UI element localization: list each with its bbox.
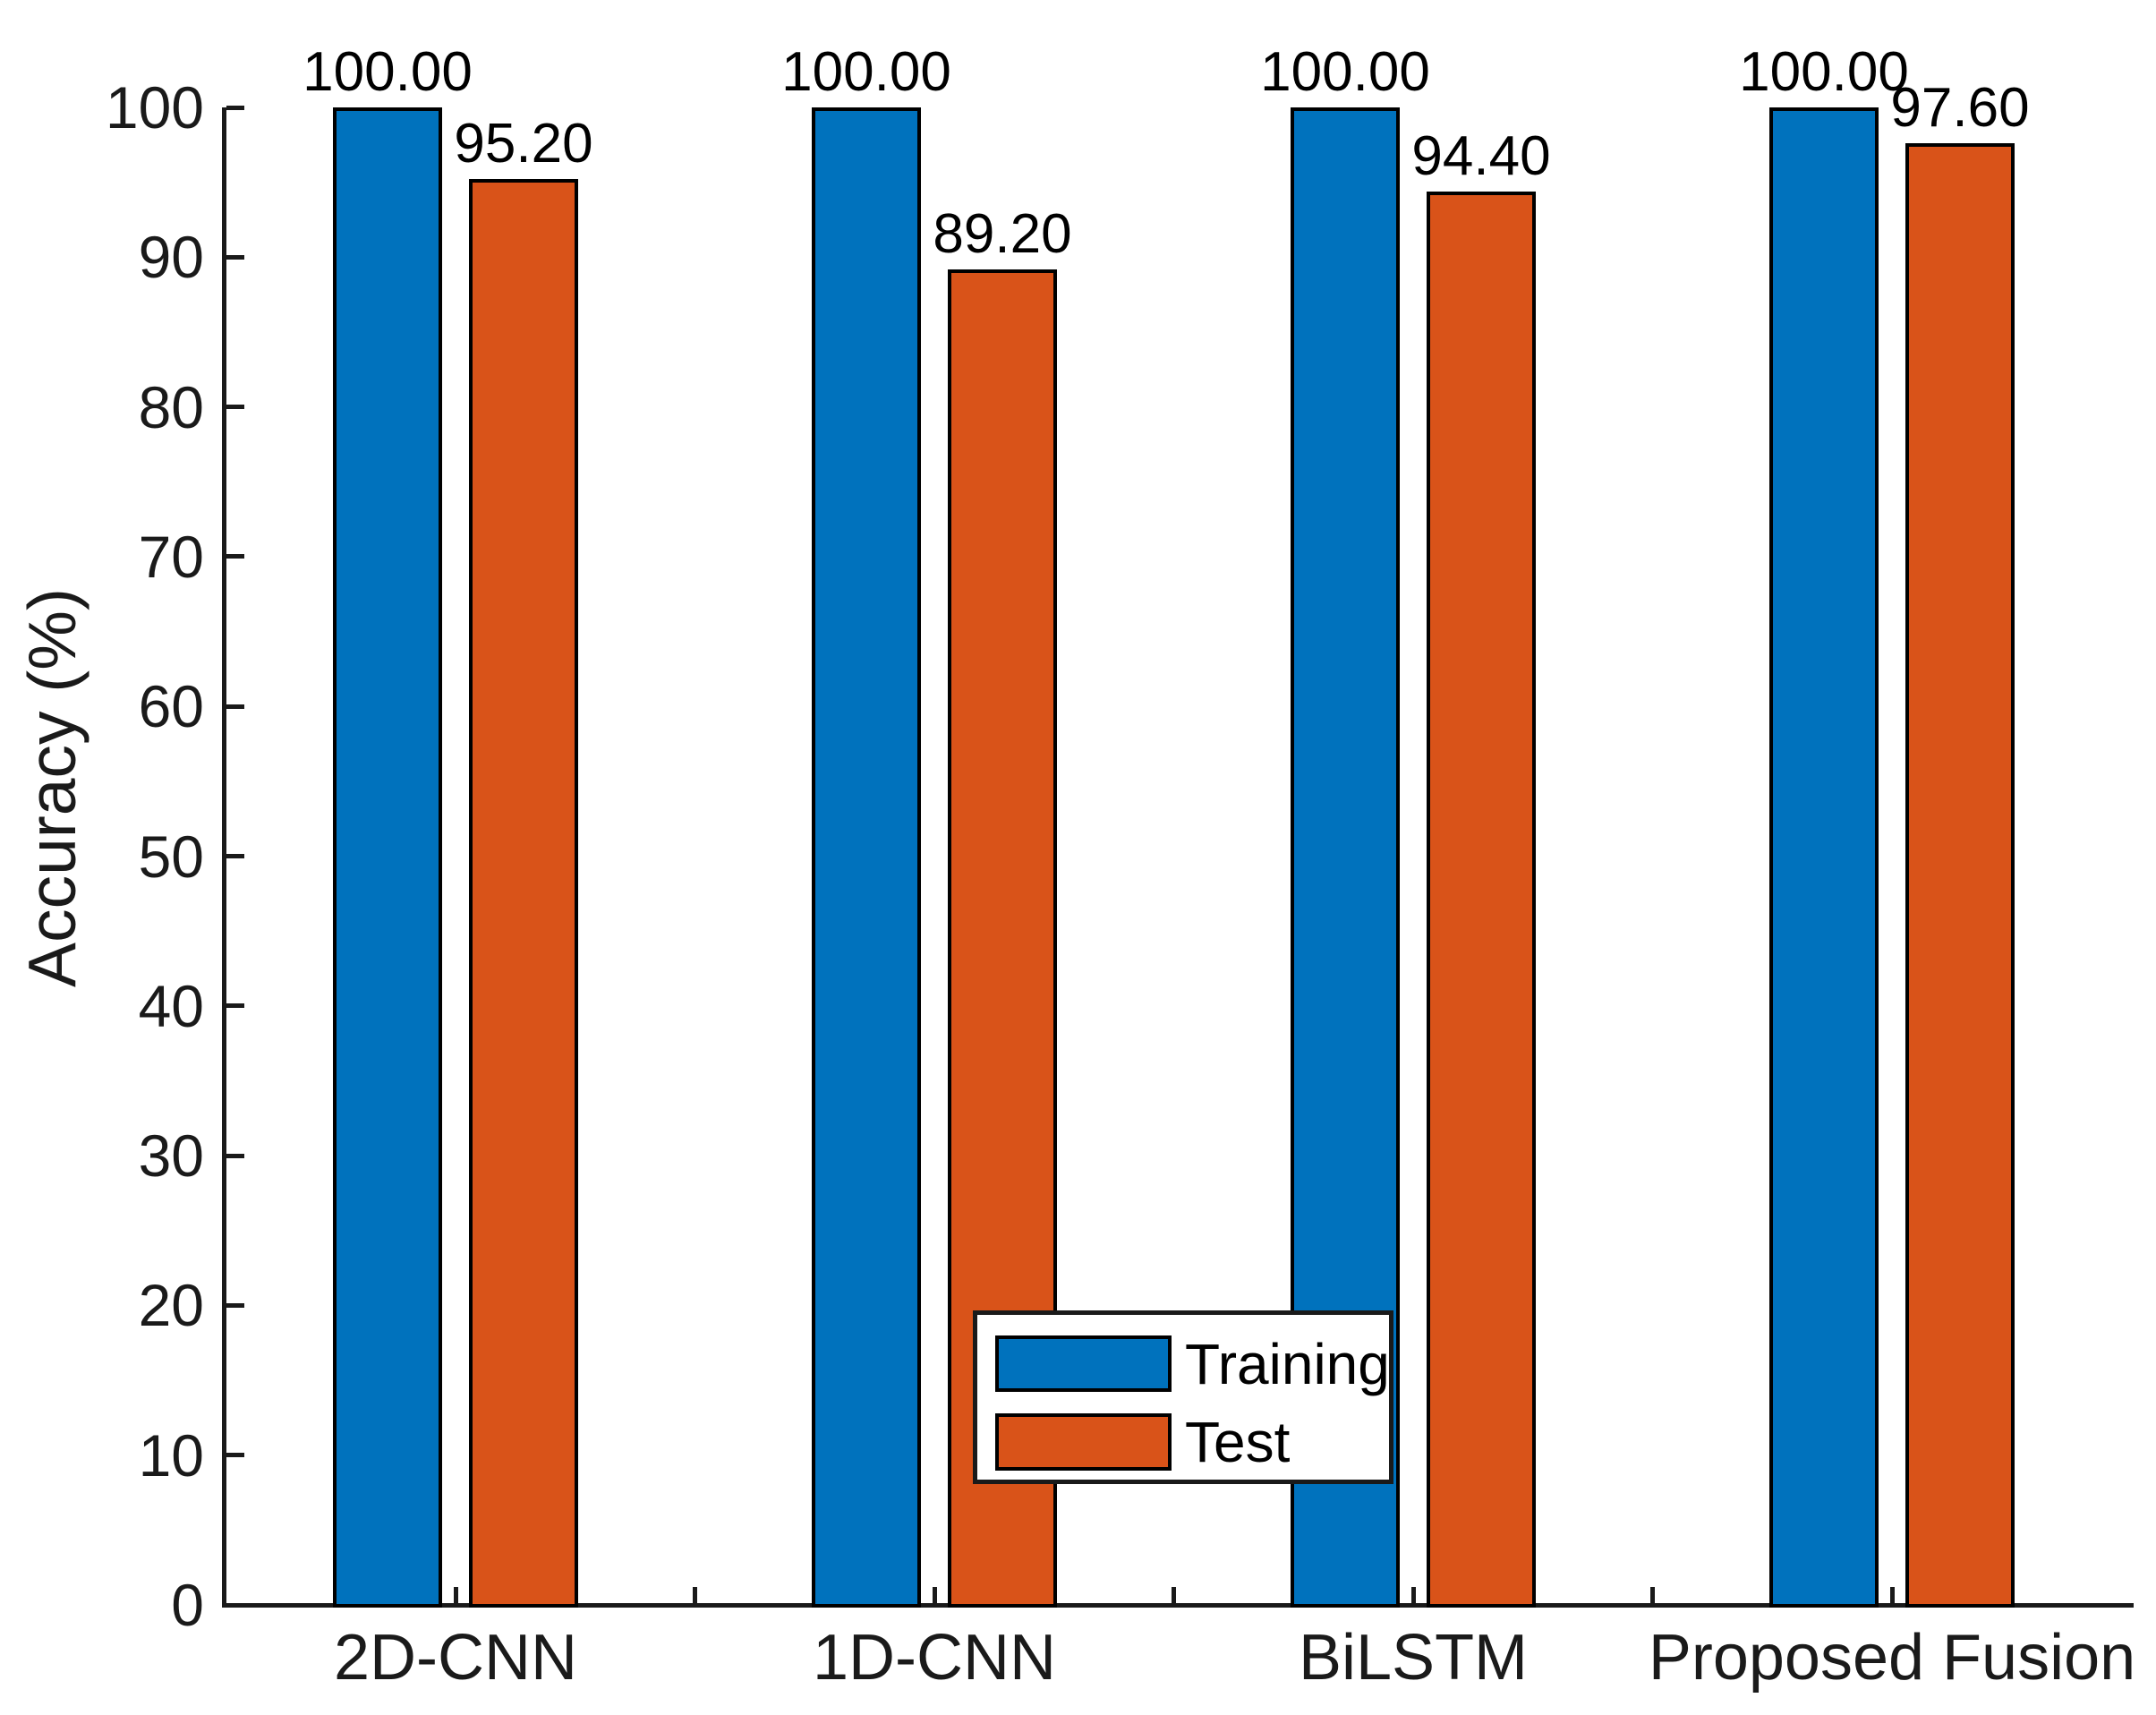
y-tick-50 [226,854,244,858]
y-tick-0 [226,1602,244,1608]
y-tick-label-70: 70 [138,523,204,590]
x-tick-1d-cnn [932,1587,937,1605]
x-minor-tick-3 [1650,1587,1655,1605]
y-tick-label-60: 60 [138,673,204,740]
legend-label-test: Test [1185,1410,1291,1474]
bar-training-1d-cnn [812,107,921,1608]
y-tick-10 [226,1453,244,1458]
y-tick-label-50: 50 [138,823,204,890]
bar-test-proposed-fusion [1905,143,2015,1608]
value-label-training-1d-cnn: 100.00 [781,41,951,103]
legend-swatch-test [995,1413,1172,1471]
bar-test-bilstm [1427,191,1536,1608]
y-axis-line [222,107,226,1608]
y-tick-60 [226,704,244,709]
y-axis-title: Accuracy (%) [14,588,89,987]
value-label-training-bilstm: 100.00 [1260,41,1430,103]
y-tick-70 [226,554,244,559]
y-tick-label-0: 0 [171,1572,204,1638]
value-label-training-proposed-fusion: 100.00 [1739,41,1909,103]
y-tick-label-40: 40 [138,972,204,1039]
x-tick-bilstm [1410,1587,1416,1605]
value-label-test-proposed-fusion: 97.60 [1890,77,2030,140]
x-tick-label-2d-cnn: 2D-CNN [333,1622,578,1694]
value-label-test-2d-cnn: 95.20 [454,113,593,175]
x-tick-2d-cnn [453,1587,458,1605]
y-tick-label-90: 90 [138,224,204,291]
y-tick-30 [226,1153,244,1158]
value-label-training-2d-cnn: 100.00 [303,41,473,103]
y-tick-90 [226,254,244,260]
x-tick-label-bilstm: BiLSTM [1298,1622,1529,1694]
x-tick-label-proposed-fusion: Proposed Fusion [1648,1622,2136,1694]
value-label-test-bilstm: 94.40 [1411,124,1551,187]
bar-training-proposed-fusion [1769,107,1879,1608]
legend-label-training: Training [1185,1331,1390,1396]
x-tick-label-1d-cnn: 1D-CNN [812,1622,1057,1694]
y-tick-label-30: 30 [138,1122,204,1190]
x-minor-tick-2 [1172,1587,1176,1605]
x-minor-tick-1 [693,1587,697,1605]
y-tick-label-80: 80 [138,373,204,440]
bar-training-2d-cnn [333,107,442,1608]
bar-test-2d-cnn [469,179,578,1608]
legend-swatch-training [995,1335,1172,1392]
y-tick-80 [226,405,244,410]
x-axis-line [222,1603,2134,1608]
value-label-test-1d-cnn: 89.20 [933,202,1072,265]
x-tick-proposed-fusion [1889,1587,1895,1605]
legend: Training Test [973,1310,1393,1484]
y-tick-20 [226,1302,244,1308]
y-tick-100 [226,105,244,110]
y-tick-label-20: 20 [138,1272,204,1339]
y-tick-label-100: 100 [105,74,204,141]
y-tick-label-10: 10 [138,1421,204,1489]
y-tick-40 [226,1003,244,1009]
